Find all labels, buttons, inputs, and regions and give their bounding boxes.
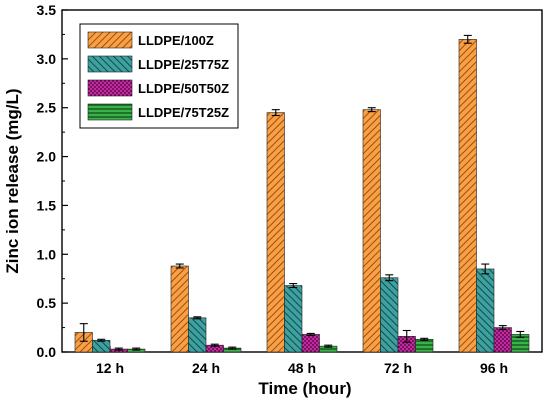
y-tick-label: 1.0 — [37, 246, 57, 262]
legend-swatch — [87, 31, 133, 49]
bar — [284, 285, 303, 353]
x-tick-label: 72 h — [384, 360, 412, 376]
bar — [266, 112, 285, 353]
legend: LLDPE/100Z LLDPE/25T75Z LLDPE/50T50Z LLDPE/… — [79, 23, 239, 129]
y-tick-label: 1.5 — [37, 197, 57, 213]
x-tick-label: 96 h — [480, 360, 508, 376]
x-tick-label: 24 h — [192, 360, 220, 376]
bar — [92, 339, 111, 353]
bar — [476, 268, 495, 353]
y-tick-label: 3.5 — [37, 2, 57, 18]
y-tick-label: 2.0 — [37, 149, 57, 165]
y-tick-label: 2.5 — [37, 100, 57, 116]
legend-label: LLDPE/25T75Z — [138, 57, 229, 72]
bar — [380, 277, 399, 353]
x-tick-label: 48 h — [288, 360, 316, 376]
bar — [301, 334, 320, 353]
y-axis-title: Zinc ion release (mg/L) — [3, 88, 22, 273]
bar — [415, 338, 434, 353]
bar — [493, 327, 512, 353]
legend-swatch — [87, 55, 133, 73]
legend-label: LLDPE/50T50Z — [138, 81, 229, 96]
bar — [458, 39, 477, 353]
bar — [170, 265, 189, 353]
error-bars-group — [79, 34, 525, 351]
x-axis: 12 h 24 h 48 h 72 h 96 h — [96, 346, 508, 376]
y-axis: 0.0 0.5 1.0 1.5 2.0 2.5 3.0 3.5 — [37, 2, 68, 360]
y-tick-label: 0.0 — [37, 344, 57, 360]
legend-swatch — [87, 103, 133, 121]
bar — [188, 317, 207, 353]
legend-label: LLDPE/75T25Z — [138, 105, 229, 120]
y-tick-label: 0.5 — [37, 295, 57, 311]
y-tick-label: 3.0 — [37, 51, 57, 67]
legend-label: LLDPE/100Z — [138, 33, 214, 48]
legend-swatch — [87, 79, 133, 97]
bar — [362, 109, 381, 353]
x-tick-label: 12 h — [96, 360, 124, 376]
x-axis-title: Time (hour) — [258, 379, 351, 398]
